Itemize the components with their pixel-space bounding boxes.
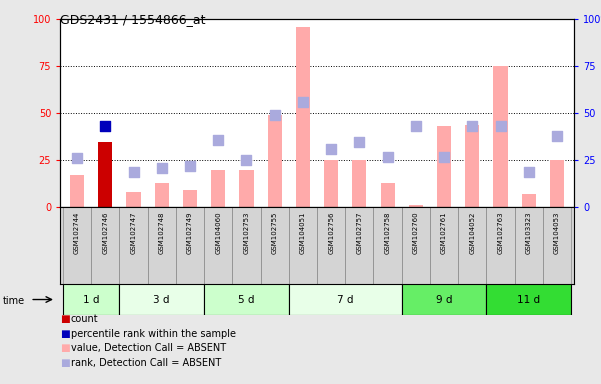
Bar [317,207,345,284]
Text: GSM102758: GSM102758 [385,211,391,254]
Point [411,123,421,129]
Text: GSM102749: GSM102749 [187,211,193,254]
Text: 11 d: 11 d [517,295,540,305]
Point [496,123,505,129]
Bar [267,115,282,207]
Point [383,154,392,160]
Text: time: time [3,296,25,306]
Bar [430,207,458,284]
Bar [176,207,204,284]
Bar [183,190,197,207]
Bar [204,284,289,315]
Text: GSM102753: GSM102753 [243,211,249,254]
Point [326,146,336,152]
Text: GSM102747: GSM102747 [130,211,136,254]
Point [355,139,364,145]
Point [298,99,308,105]
Point [439,154,449,160]
Text: 7 d: 7 d [337,295,353,305]
Bar [345,207,373,284]
Text: GSM102763: GSM102763 [498,211,504,254]
Bar [63,284,120,315]
Bar [261,207,289,284]
Text: GSM104052: GSM104052 [469,211,475,253]
Bar [324,161,338,207]
Bar [514,207,543,284]
Bar [543,207,571,284]
Bar [289,207,317,284]
Text: GSM102748: GSM102748 [159,211,165,254]
Text: GSM102756: GSM102756 [328,211,334,254]
Point [552,133,562,139]
Text: GSM104051: GSM104051 [300,211,306,254]
Bar [120,207,148,284]
Bar [154,183,169,207]
Point [157,165,166,171]
Point [213,137,223,143]
Text: rank, Detection Call = ABSENT: rank, Detection Call = ABSENT [71,358,221,368]
Bar [204,207,233,284]
Bar [401,284,486,315]
Text: 3 d: 3 d [153,295,170,305]
Bar [126,192,141,207]
Bar [493,66,508,207]
Text: ■: ■ [60,358,70,368]
Text: GSM102746: GSM102746 [102,211,108,254]
Text: GSM102761: GSM102761 [441,211,447,254]
Bar [550,161,564,207]
Text: 5 d: 5 d [238,295,255,305]
Text: 9 d: 9 d [436,295,453,305]
Bar [296,27,310,207]
Text: GSM102760: GSM102760 [413,211,419,254]
Text: ■: ■ [60,343,70,353]
Bar [373,207,401,284]
Text: percentile rank within the sample: percentile rank within the sample [71,329,236,339]
Bar [211,170,225,207]
Bar [98,142,112,207]
Text: value, Detection Call = ABSENT: value, Detection Call = ABSENT [71,343,226,353]
Point [185,163,195,169]
Text: GSM102755: GSM102755 [272,211,278,253]
Bar [380,183,395,207]
Text: GSM104060: GSM104060 [215,211,221,254]
Bar [148,207,176,284]
Bar [70,175,84,207]
Bar [486,207,514,284]
Text: GSM104053: GSM104053 [554,211,560,254]
Bar [352,161,367,207]
Bar [91,207,120,284]
Text: ■: ■ [60,329,70,339]
Text: count: count [71,314,99,324]
Bar [437,126,451,207]
Bar [401,207,430,284]
Point [468,123,477,129]
Bar [63,207,91,284]
Bar [458,207,486,284]
Point [524,169,534,175]
Bar [239,170,254,207]
Text: GSM102744: GSM102744 [74,211,80,253]
Bar [465,124,480,207]
Text: ■: ■ [60,314,70,324]
Point [72,156,82,162]
Bar [289,284,401,315]
Text: GSM103323: GSM103323 [526,211,532,254]
Bar [409,205,423,207]
Bar [486,284,571,315]
Bar [120,284,204,315]
Text: GDS2431 / 1554866_at: GDS2431 / 1554866_at [60,13,206,26]
Point [100,123,110,129]
Text: GSM102757: GSM102757 [356,211,362,254]
Point [129,169,138,175]
Text: 1 d: 1 d [83,295,99,305]
Bar [233,207,261,284]
Point [270,112,279,118]
Bar [522,194,536,207]
Point [242,157,251,164]
